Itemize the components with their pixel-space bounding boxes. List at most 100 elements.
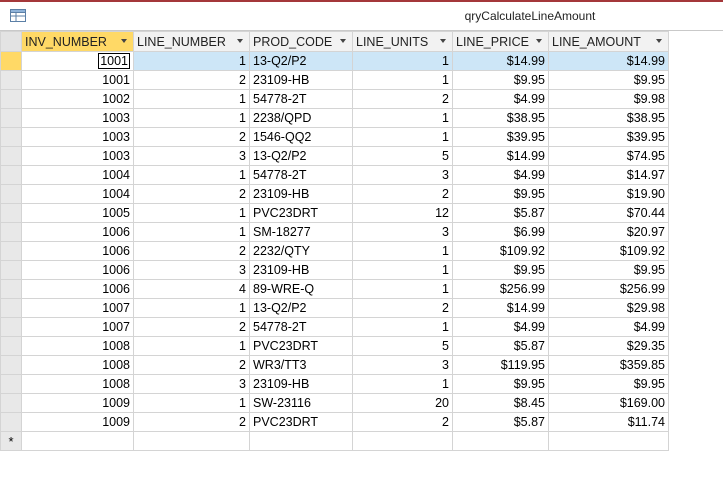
table-cell[interactable]: 1006 bbox=[21, 260, 134, 280]
record-selector[interactable] bbox=[0, 203, 22, 223]
record-selector[interactable] bbox=[0, 412, 22, 432]
table-cell[interactable]: 12 bbox=[352, 203, 453, 223]
table-cell[interactable]: $9.95 bbox=[452, 260, 549, 280]
table-cell[interactable]: WR3/TT3 bbox=[249, 355, 353, 375]
table-row[interactable]: 1001 2 23109-HB 1 $9.95 $9.95 bbox=[0, 70, 669, 90]
table-cell[interactable]: 1001 bbox=[21, 51, 134, 71]
table-cell[interactable]: 23109-HB bbox=[249, 184, 353, 204]
table-cell[interactable]: $39.95 bbox=[548, 127, 669, 147]
table-cell[interactable]: $109.92 bbox=[452, 241, 549, 261]
table-cell[interactable]: 1006 bbox=[21, 222, 134, 242]
column-header-line-amount[interactable]: LINE_AMOUNT bbox=[548, 31, 669, 52]
table-cell[interactable]: 1002 bbox=[21, 89, 134, 109]
table-cell[interactable]: $359.85 bbox=[548, 355, 669, 375]
chevron-down-icon[interactable] bbox=[536, 39, 542, 43]
table-cell[interactable]: 1004 bbox=[21, 184, 134, 204]
table-row[interactable]: 1008 1 PVC23DRT 5 $5.87 $29.35 bbox=[0, 336, 669, 356]
table-cell[interactable]: 3 bbox=[133, 146, 250, 166]
table-cell[interactable]: $256.99 bbox=[452, 279, 549, 299]
table-cell[interactable]: 1008 bbox=[21, 374, 134, 394]
table-cell[interactable]: 1 bbox=[352, 317, 453, 337]
table-cell[interactable]: 2 bbox=[133, 412, 250, 432]
table-row[interactable]: 1006 4 89-WRE-Q 1 $256.99 $256.99 bbox=[0, 279, 669, 299]
table-row[interactable]: 1006 2 2232/QTY 1 $109.92 $109.92 bbox=[0, 241, 669, 261]
table-cell[interactable]: 1 bbox=[133, 165, 250, 185]
chevron-down-icon[interactable] bbox=[121, 39, 127, 43]
table-cell[interactable]: $9.95 bbox=[548, 70, 669, 90]
table-cell[interactable]: $19.90 bbox=[548, 184, 669, 204]
table-cell[interactable]: $256.99 bbox=[548, 279, 669, 299]
table-cell[interactable]: 3 bbox=[352, 355, 453, 375]
table-cell[interactable]: $38.95 bbox=[548, 108, 669, 128]
table-cell[interactable]: $14.99 bbox=[452, 146, 549, 166]
table-cell[interactable]: 3 bbox=[133, 374, 250, 394]
record-selector[interactable] bbox=[0, 70, 22, 90]
table-cell[interactable]: 2 bbox=[133, 184, 250, 204]
table-cell[interactable]: $74.95 bbox=[548, 146, 669, 166]
table-cell[interactable]: 1 bbox=[352, 51, 453, 71]
table-row[interactable]: 1007 1 13-Q2/P2 2 $14.99 $29.98 bbox=[0, 298, 669, 318]
table-cell[interactable]: 2 bbox=[133, 355, 250, 375]
record-selector[interactable] bbox=[0, 241, 22, 261]
table-row[interactable]: 1008 2 WR3/TT3 3 $119.95 $359.85 bbox=[0, 355, 669, 375]
horizontal-scroll-area[interactable] bbox=[0, 470, 723, 494]
table-row[interactable]: 1004 1 54778-2T 3 $4.99 $14.97 bbox=[0, 165, 669, 185]
table-cell[interactable] bbox=[133, 431, 250, 451]
record-selector[interactable] bbox=[0, 165, 22, 185]
table-cell[interactable]: 2 bbox=[352, 89, 453, 109]
table-cell[interactable]: 1009 bbox=[21, 412, 134, 432]
table-cell[interactable]: 54778-2T bbox=[249, 317, 353, 337]
table-cell[interactable]: 1 bbox=[352, 70, 453, 90]
table-cell[interactable]: 1 bbox=[352, 241, 453, 261]
table-row[interactable]: 1007 2 54778-2T 1 $4.99 $4.99 bbox=[0, 317, 669, 337]
table-cell[interactable]: 54778-2T bbox=[249, 89, 353, 109]
table-cell[interactable]: 1008 bbox=[21, 355, 134, 375]
table-row[interactable]: 1003 3 13-Q2/P2 5 $14.99 $74.95 bbox=[0, 146, 669, 166]
table-cell[interactable]: 5 bbox=[352, 336, 453, 356]
table-cell[interactable]: $4.99 bbox=[452, 317, 549, 337]
table-cell[interactable]: $9.98 bbox=[548, 89, 669, 109]
table-cell[interactable]: PVC23DRT bbox=[249, 336, 353, 356]
record-selector[interactable] bbox=[0, 355, 22, 375]
table-row[interactable]: 1009 1 SW-23116 20 $8.45 $169.00 bbox=[0, 393, 669, 413]
table-row[interactable]: 1003 2 1546-QQ2 1 $39.95 $39.95 bbox=[0, 127, 669, 147]
table-cell[interactable] bbox=[452, 431, 549, 451]
table-cell[interactable]: 13-Q2/P2 bbox=[249, 146, 353, 166]
record-selector[interactable] bbox=[0, 374, 22, 394]
table-cell[interactable]: PVC23DRT bbox=[249, 412, 353, 432]
table-cell[interactable]: 2 bbox=[352, 412, 453, 432]
chevron-down-icon[interactable] bbox=[340, 39, 346, 43]
record-selector[interactable] bbox=[0, 393, 22, 413]
new-record-row[interactable]: * bbox=[0, 431, 669, 451]
table-cell[interactable] bbox=[249, 431, 353, 451]
table-cell[interactable]: 20 bbox=[352, 393, 453, 413]
record-selector[interactable] bbox=[0, 146, 22, 166]
record-selector[interactable] bbox=[0, 317, 22, 337]
table-cell[interactable]: 1 bbox=[133, 222, 250, 242]
table-cell[interactable]: 1 bbox=[352, 108, 453, 128]
table-cell[interactable]: $38.95 bbox=[452, 108, 549, 128]
table-row[interactable]: 1006 1 SM-18277 3 $6.99 $20.97 bbox=[0, 222, 669, 242]
table-cell[interactable]: 1 bbox=[133, 298, 250, 318]
table-cell[interactable] bbox=[548, 431, 669, 451]
table-cell[interactable]: 23109-HB bbox=[249, 260, 353, 280]
record-selector[interactable] bbox=[0, 298, 22, 318]
table-cell[interactable]: $14.99 bbox=[452, 298, 549, 318]
record-selector[interactable] bbox=[0, 127, 22, 147]
table-cell[interactable]: 2 bbox=[352, 298, 453, 318]
table-cell[interactable]: PVC23DRT bbox=[249, 203, 353, 223]
datasheet-grid[interactable]: INV_NUMBER LINE_NUMBER PROD_CODE LINE_UN… bbox=[0, 31, 669, 451]
record-selector[interactable] bbox=[0, 108, 22, 128]
table-cell[interactable]: $14.97 bbox=[548, 165, 669, 185]
table-cell[interactable]: 2 bbox=[133, 241, 250, 261]
table-cell[interactable]: 1 bbox=[352, 374, 453, 394]
table-cell[interactable]: $8.45 bbox=[452, 393, 549, 413]
table-cell[interactable]: 1006 bbox=[21, 241, 134, 261]
chevron-down-icon[interactable] bbox=[656, 39, 662, 43]
table-cell[interactable]: $9.95 bbox=[452, 374, 549, 394]
table-cell[interactable]: 1005 bbox=[21, 203, 134, 223]
table-cell[interactable]: 1 bbox=[133, 336, 250, 356]
table-cell[interactable]: 1 bbox=[352, 127, 453, 147]
column-header-inv-number[interactable]: INV_NUMBER bbox=[21, 31, 134, 52]
table-row[interactable]: 1004 2 23109-HB 2 $9.95 $19.90 bbox=[0, 184, 669, 204]
